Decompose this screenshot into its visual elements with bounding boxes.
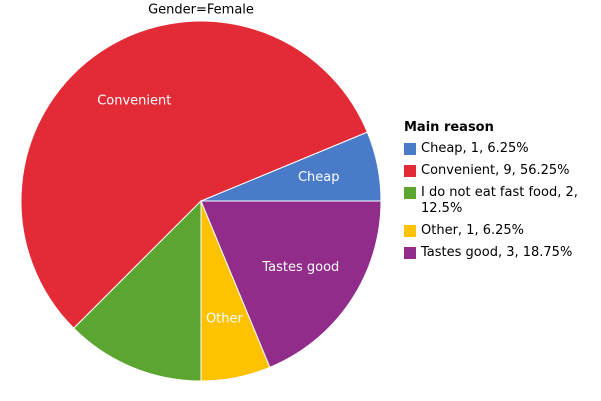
- slice-label: Tastes good: [261, 260, 339, 275]
- legend-swatch: [404, 165, 416, 177]
- slice-label: Cheap: [298, 170, 340, 185]
- legend: Main reason Cheap, 1, 6.25% Convenient, 9…: [404, 120, 596, 267]
- legend-item: I do not eat fast food, 2, 12.5%: [404, 185, 596, 217]
- legend-label: Cheap, 1, 6.25%: [421, 141, 529, 156]
- slice-label: Convenient: [97, 94, 171, 109]
- slice-label: Other: [206, 311, 244, 326]
- legend-label: I do not eat fast food, 2, 12.5%: [421, 185, 578, 216]
- legend-item: Other, 1, 6.25%: [404, 223, 596, 239]
- legend-title: Main reason: [404, 120, 494, 135]
- chart-title: Gender=Female: [148, 3, 254, 18]
- legend-label: Other, 1, 6.25%: [421, 223, 525, 238]
- pie-slice: [200, 200, 382, 368]
- legend-label: Convenient, 9, 56.25%: [421, 163, 570, 178]
- legend-item: Cheap, 1, 6.25%: [404, 141, 596, 157]
- legend-item: Convenient, 9, 56.25%: [404, 163, 596, 179]
- pie-slice: [20, 20, 368, 329]
- legend-swatch: [404, 247, 416, 259]
- legend-swatch: [404, 225, 416, 237]
- legend-item: Tastes good, 3, 18.75%: [404, 245, 596, 261]
- legend-swatch: [404, 187, 416, 199]
- legend-swatch: [404, 143, 416, 155]
- pie-slice: [73, 199, 202, 382]
- legend-label: Tastes good, 3, 18.75%: [421, 245, 573, 260]
